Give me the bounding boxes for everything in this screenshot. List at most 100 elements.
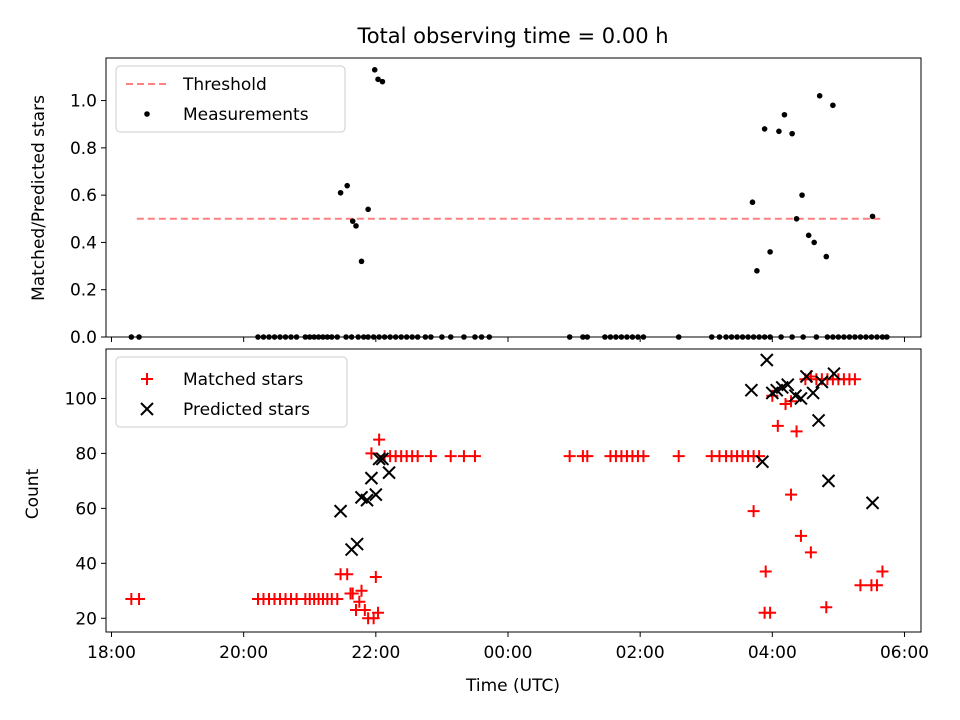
matched-star-marker — [457, 450, 470, 463]
matched-star-marker — [468, 450, 481, 463]
measurement-point — [754, 267, 760, 274]
measurement-point — [375, 76, 381, 83]
measurement-point — [353, 223, 359, 229]
bottom-legend: Matched stars Predicted stars — [115, 356, 348, 428]
top-axes-frame — [105, 57, 922, 338]
measurements-legend-label: Measurements — [183, 105, 309, 125]
predicted-star-marker — [369, 487, 383, 502]
predicted-legend-label: Predicted stars — [183, 400, 310, 420]
matched-star-marker — [365, 447, 378, 460]
matched-star-marker — [346, 587, 359, 600]
bottom-y-tick-label: 80 — [75, 444, 97, 464]
matched-star-marker — [369, 571, 382, 584]
top-x-axis — [111, 337, 905, 342]
matched-star-marker — [870, 579, 883, 592]
top-y-tick-label: 1.0 — [70, 92, 97, 112]
matched-star-marker — [854, 579, 867, 592]
measurement-point — [349, 218, 356, 224]
bottom-panel: 20 40 60 80 100 18:00 20:00 22:00 00:00 02:00 04:… — [23, 348, 929, 696]
matched-star-marker — [341, 568, 354, 581]
matched-star-marker — [790, 425, 803, 438]
bottom-y-axis: 20 40 60 80 100 — [65, 389, 106, 629]
top-y-tick-label: 0.0 — [70, 328, 97, 348]
predicted-star-marker — [794, 391, 808, 406]
measurement-point — [811, 239, 817, 246]
top-plot-area — [128, 67, 890, 340]
predicted-legend-swatch — [140, 402, 154, 416]
measurement-point — [816, 93, 823, 99]
top-y-tick-label: 0.6 — [70, 186, 97, 206]
bottom-y-tick-label: 60 — [75, 499, 97, 519]
measurement-point — [793, 215, 800, 222]
bottom-legend-box — [115, 356, 348, 428]
bottom-plot-area — [125, 353, 889, 625]
predicted-star-marker — [744, 383, 759, 397]
top-y-tick-label: 0.2 — [70, 281, 97, 301]
predicted-star-marker — [799, 369, 814, 384]
matched-star-marker — [820, 601, 833, 614]
predicted-star-marker — [865, 496, 880, 510]
bottom-axes-frame — [105, 348, 922, 633]
measurement-point — [365, 206, 371, 213]
predicted-star-marker — [827, 367, 841, 381]
top-y-axis: 0.0 0.2 0.4 0.6 0.8 1.0 — [70, 92, 106, 348]
predicted-star-marker — [375, 452, 390, 466]
measurement-point — [761, 126, 768, 132]
matched-star-marker — [771, 419, 784, 432]
measurement-point — [805, 232, 812, 239]
x-tick-label: 04:00 — [748, 643, 797, 663]
matched-star-marker — [373, 433, 386, 446]
x-tick-label: 00:00 — [483, 643, 532, 663]
matched-star-marker — [444, 450, 457, 463]
x-tick-label: 02:00 — [616, 643, 665, 663]
measurement-point — [358, 258, 365, 265]
top-legend: Threshold Measurements — [115, 65, 346, 133]
matched-star-marker — [794, 529, 807, 542]
bottom-y-tick-label: 40 — [75, 554, 97, 574]
matched-star-marker — [355, 584, 368, 597]
x-tick-label: 20:00 — [219, 643, 268, 663]
matched-star-marker — [424, 450, 437, 463]
threshold-legend-label: Threshold — [182, 75, 267, 95]
measurement-point — [799, 192, 805, 198]
predicted-star-marker — [360, 493, 374, 507]
predicted-star-marker — [806, 386, 820, 400]
bottom-y-axis-label: Count — [23, 468, 43, 519]
matched-star-marker — [876, 565, 889, 578]
measurement-point — [767, 249, 773, 255]
predicted-star-marker — [372, 452, 386, 466]
matched-star-marker — [133, 593, 146, 606]
x-tick-label: 06:00 — [880, 643, 929, 663]
bottom-y-tick-label: 20 — [75, 609, 97, 629]
measurement-point — [776, 128, 782, 135]
predicted-star-marker — [382, 465, 396, 480]
measurement-point — [781, 111, 788, 118]
matched-star-marker — [581, 450, 594, 463]
top-y-axis-label: Matched/Predicted stars — [29, 95, 49, 301]
predicted-star-marker — [364, 471, 379, 485]
matched-star-marker — [759, 565, 772, 578]
matched-star-marker — [804, 546, 817, 559]
matched-star-marker — [753, 450, 766, 463]
matched-star-marker — [331, 593, 344, 606]
matched-star-marker — [764, 606, 777, 619]
predicted-star-marker — [350, 537, 364, 551]
measurement-point — [830, 102, 836, 109]
measurement-point — [371, 67, 378, 73]
predicted-star-marker — [333, 504, 348, 518]
x-axis-label: Time (UTC) — [465, 676, 560, 696]
matched-star-marker — [848, 373, 861, 386]
predicted-star-marker — [781, 378, 795, 392]
measurement-point — [337, 189, 344, 196]
x-tick-label: 22:00 — [351, 643, 400, 663]
measurement-point — [344, 182, 350, 189]
predicted-star-marker — [755, 454, 770, 469]
matched-legend-swatch — [141, 373, 153, 385]
measurement-point — [789, 130, 795, 137]
measurement-point — [869, 213, 876, 220]
matched-star-marker — [358, 604, 371, 617]
measurements-legend-swatch — [144, 111, 150, 117]
chart-title: Total observing time = 0.00 h — [356, 24, 668, 48]
matched-star-marker — [411, 450, 424, 463]
predicted-star-marker — [811, 413, 826, 428]
